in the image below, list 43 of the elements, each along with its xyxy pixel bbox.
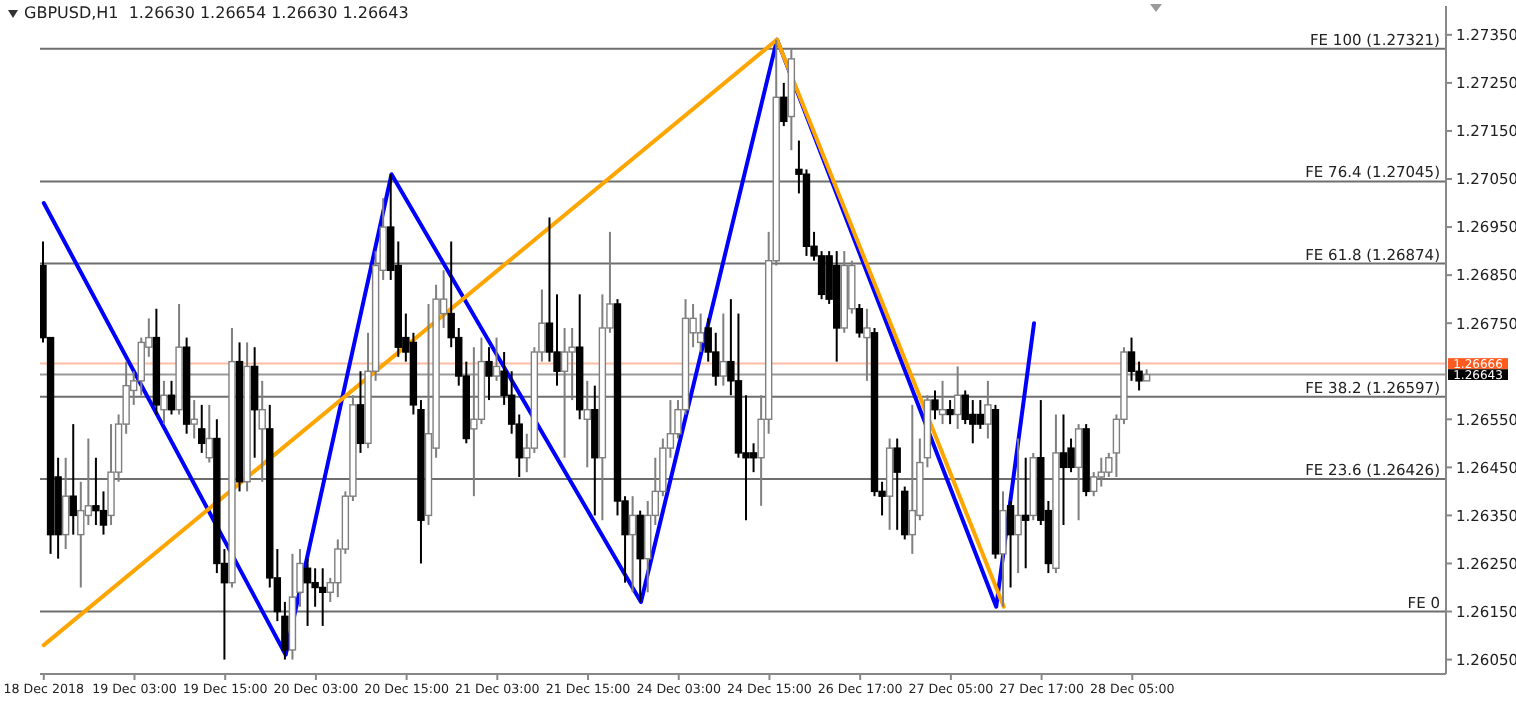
candlestick: [863, 307, 871, 382]
candlestick: [1059, 413, 1068, 527]
candlestick: [893, 437, 901, 531]
candlestick: [628, 495, 637, 594]
candlestick: [258, 379, 266, 483]
candlestick: [636, 509, 644, 603]
candlestick: [303, 557, 312, 627]
candlestick: [931, 389, 939, 421]
candlestick: [908, 403, 916, 555]
chart-title: GBPUSD,H1 1.26630 1.26654 1.26630 1.26643: [24, 4, 409, 22]
candlestick: [205, 403, 213, 464]
candlestick: [560, 326, 569, 459]
candlestick: [1006, 499, 1015, 589]
candlestick: [318, 567, 327, 627]
candlestick: [160, 379, 168, 426]
candlestick: [1014, 437, 1022, 575]
candlestick: [976, 399, 985, 430]
candlestick: [749, 442, 758, 474]
candlestick: [492, 336, 501, 382]
candlestick: [69, 423, 77, 536]
candlestick: [356, 370, 365, 454]
candlestick: [1074, 423, 1083, 522]
candlestick: [938, 379, 947, 426]
candlestick: [1021, 456, 1030, 570]
candlestick: [696, 312, 705, 354]
candlestick: [583, 379, 591, 469]
candlestick: [250, 346, 259, 459]
candlestick: [946, 399, 954, 426]
candlestick: [61, 456, 70, 551]
candlestick: [92, 456, 100, 527]
candlestick: [1127, 336, 1136, 382]
candlestick: [719, 312, 728, 387]
candlestick: [1097, 456, 1105, 488]
candlestick: [198, 403, 206, 454]
candlestick: [190, 399, 198, 440]
candlestick: [855, 302, 864, 339]
candlestick: [485, 346, 493, 402]
candlestick: [953, 365, 962, 430]
candlestick: [780, 81, 788, 128]
candlestick: [470, 346, 478, 498]
candlestick: [999, 490, 1007, 608]
candlestick: [167, 379, 176, 416]
candlestick: [984, 379, 992, 440]
